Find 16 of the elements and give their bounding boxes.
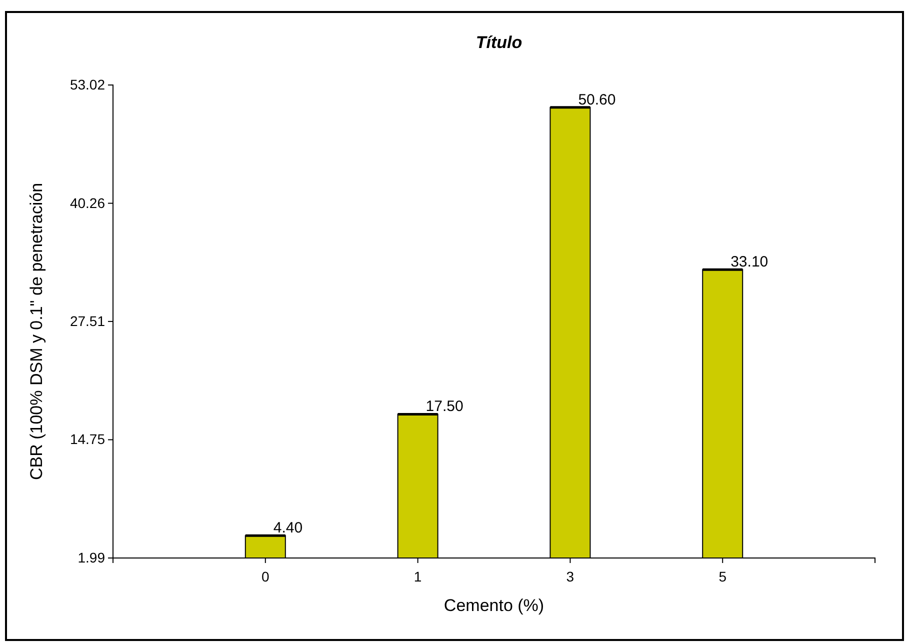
- y-tick-label: 53.02: [70, 76, 106, 92]
- x-tick-label: 5: [718, 568, 727, 584]
- data-label: 33.10: [730, 254, 768, 271]
- y-axis-title: CBR (100% DSM y 0.1" de penetración: [27, 182, 46, 480]
- x-tick-label: 3: [566, 568, 574, 584]
- x-tick-label: 1: [414, 568, 422, 584]
- chart-title: Título: [476, 33, 522, 52]
- data-label: 17.50: [426, 398, 464, 416]
- y-tick-label: 27.51: [70, 312, 106, 329]
- data-label: 4.40: [273, 520, 303, 537]
- data-label: 50.60: [578, 91, 616, 108]
- y-tick-label: 1.99: [78, 549, 106, 566]
- y-tick-label: 40.26: [70, 194, 106, 211]
- x-axis-title: Cemento (%): [444, 596, 544, 615]
- x-tick-label: 0: [262, 568, 270, 584]
- y-tick-label: 14.75: [70, 431, 106, 448]
